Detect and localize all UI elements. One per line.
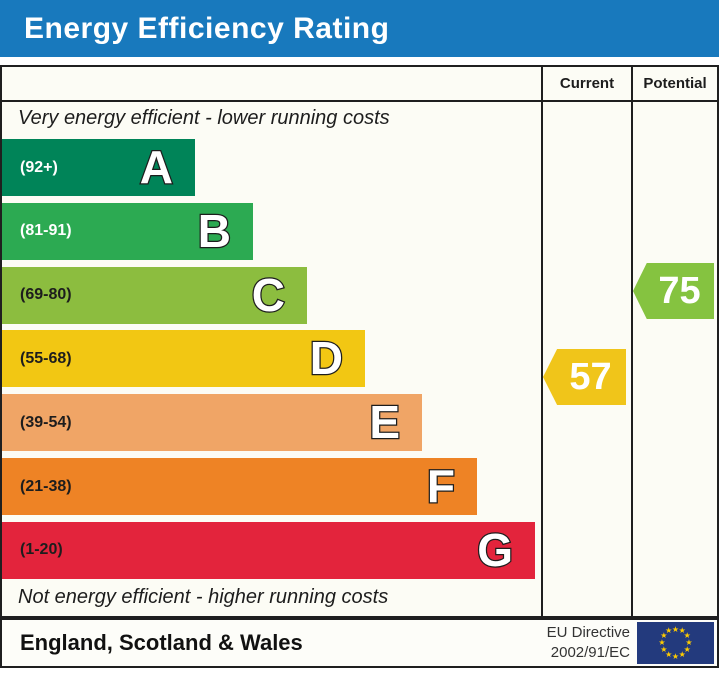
eu-directive-text: EU Directive 2002/91/EC — [547, 623, 630, 663]
eu-flag-star-icon: ★ — [685, 638, 693, 647]
current-rating-value: 57 — [569, 355, 612, 398]
caption-not-efficient: Not energy efficient - higher running co… — [18, 586, 389, 608]
eu-flag-star-icon: ★ — [671, 624, 680, 634]
band-range-label: (21-38) — [20, 477, 72, 495]
band-row-G: (1-20) G — [2, 521, 535, 579]
rating-chart-panel: Current Potential Very energy efficient … — [0, 65, 719, 618]
band-row-E: (39-54) E — [2, 394, 422, 452]
band-letter: F — [426, 459, 457, 514]
potential-rating-value: 75 — [658, 269, 701, 312]
column-header-row: Current Potential — [2, 67, 717, 102]
eu-flag-star-icon: ★ — [658, 638, 666, 647]
eu-directive-line2: 2002/91/EC — [550, 644, 630, 661]
band-range-label: (39-54) — [20, 413, 72, 431]
eu-flag-star-icon: ★ — [671, 651, 680, 661]
band-row-D: (55-68) D — [2, 330, 365, 388]
band-range-label: (69-80) — [20, 286, 72, 304]
eu-flag-star-icon: ★ — [683, 644, 691, 654]
eu-flag-star-icon: ★ — [660, 631, 668, 641]
band-row-F: (21-38) F — [2, 458, 477, 516]
band-row-C: (69-80) C — [2, 266, 307, 324]
eu-flag-star-icon: ★ — [660, 644, 668, 654]
caption-very-efficient: Very energy efficient - lower running co… — [18, 107, 390, 129]
eu-flag-star-icon: ★ — [665, 626, 673, 636]
current-column-divider — [541, 67, 543, 616]
eu-flag-star-icon: ★ — [678, 649, 686, 659]
band-range-label: (1-20) — [20, 541, 63, 559]
eu-flag-star-icon: ★ — [665, 649, 673, 659]
page-title: Energy Efficiency Rating — [24, 11, 390, 45]
eu-flag-icon: ★ ★ ★ ★ ★ ★ ★ ★ ★ ★ ★ ★ — [637, 622, 714, 664]
band-range-label: (81-91) — [20, 222, 72, 240]
band-letter: C — [251, 267, 287, 322]
footer-bar: England, Scotland & Wales EU Directive 2… — [0, 618, 719, 668]
potential-column-divider — [631, 67, 633, 616]
title-bar: Energy Efficiency Rating — [0, 0, 719, 57]
footer-region-label: England, Scotland & Wales — [20, 630, 303, 655]
band-row-B: (81-91) B — [2, 202, 253, 260]
band-letter: G — [476, 523, 514, 578]
column-header-current: Current — [559, 75, 615, 92]
current-rating-arrow: 57 — [543, 349, 626, 405]
potential-rating-arrow: 75 — [633, 263, 714, 319]
eu-flag-star-icon: ★ — [683, 631, 691, 641]
band-row-A: (92+) A — [2, 139, 195, 196]
band-letter: B — [197, 204, 233, 259]
eu-flag-star-icon: ★ — [678, 626, 686, 636]
band-range-label: (55-68) — [20, 349, 72, 367]
band-letter: D — [309, 331, 345, 386]
band-letter: A — [139, 140, 175, 195]
band-range-label: (92+) — [20, 158, 58, 176]
band-letter: E — [368, 395, 401, 450]
column-header-potential: Potential — [643, 75, 707, 92]
eu-directive-line1: EU Directive — [546, 624, 630, 641]
